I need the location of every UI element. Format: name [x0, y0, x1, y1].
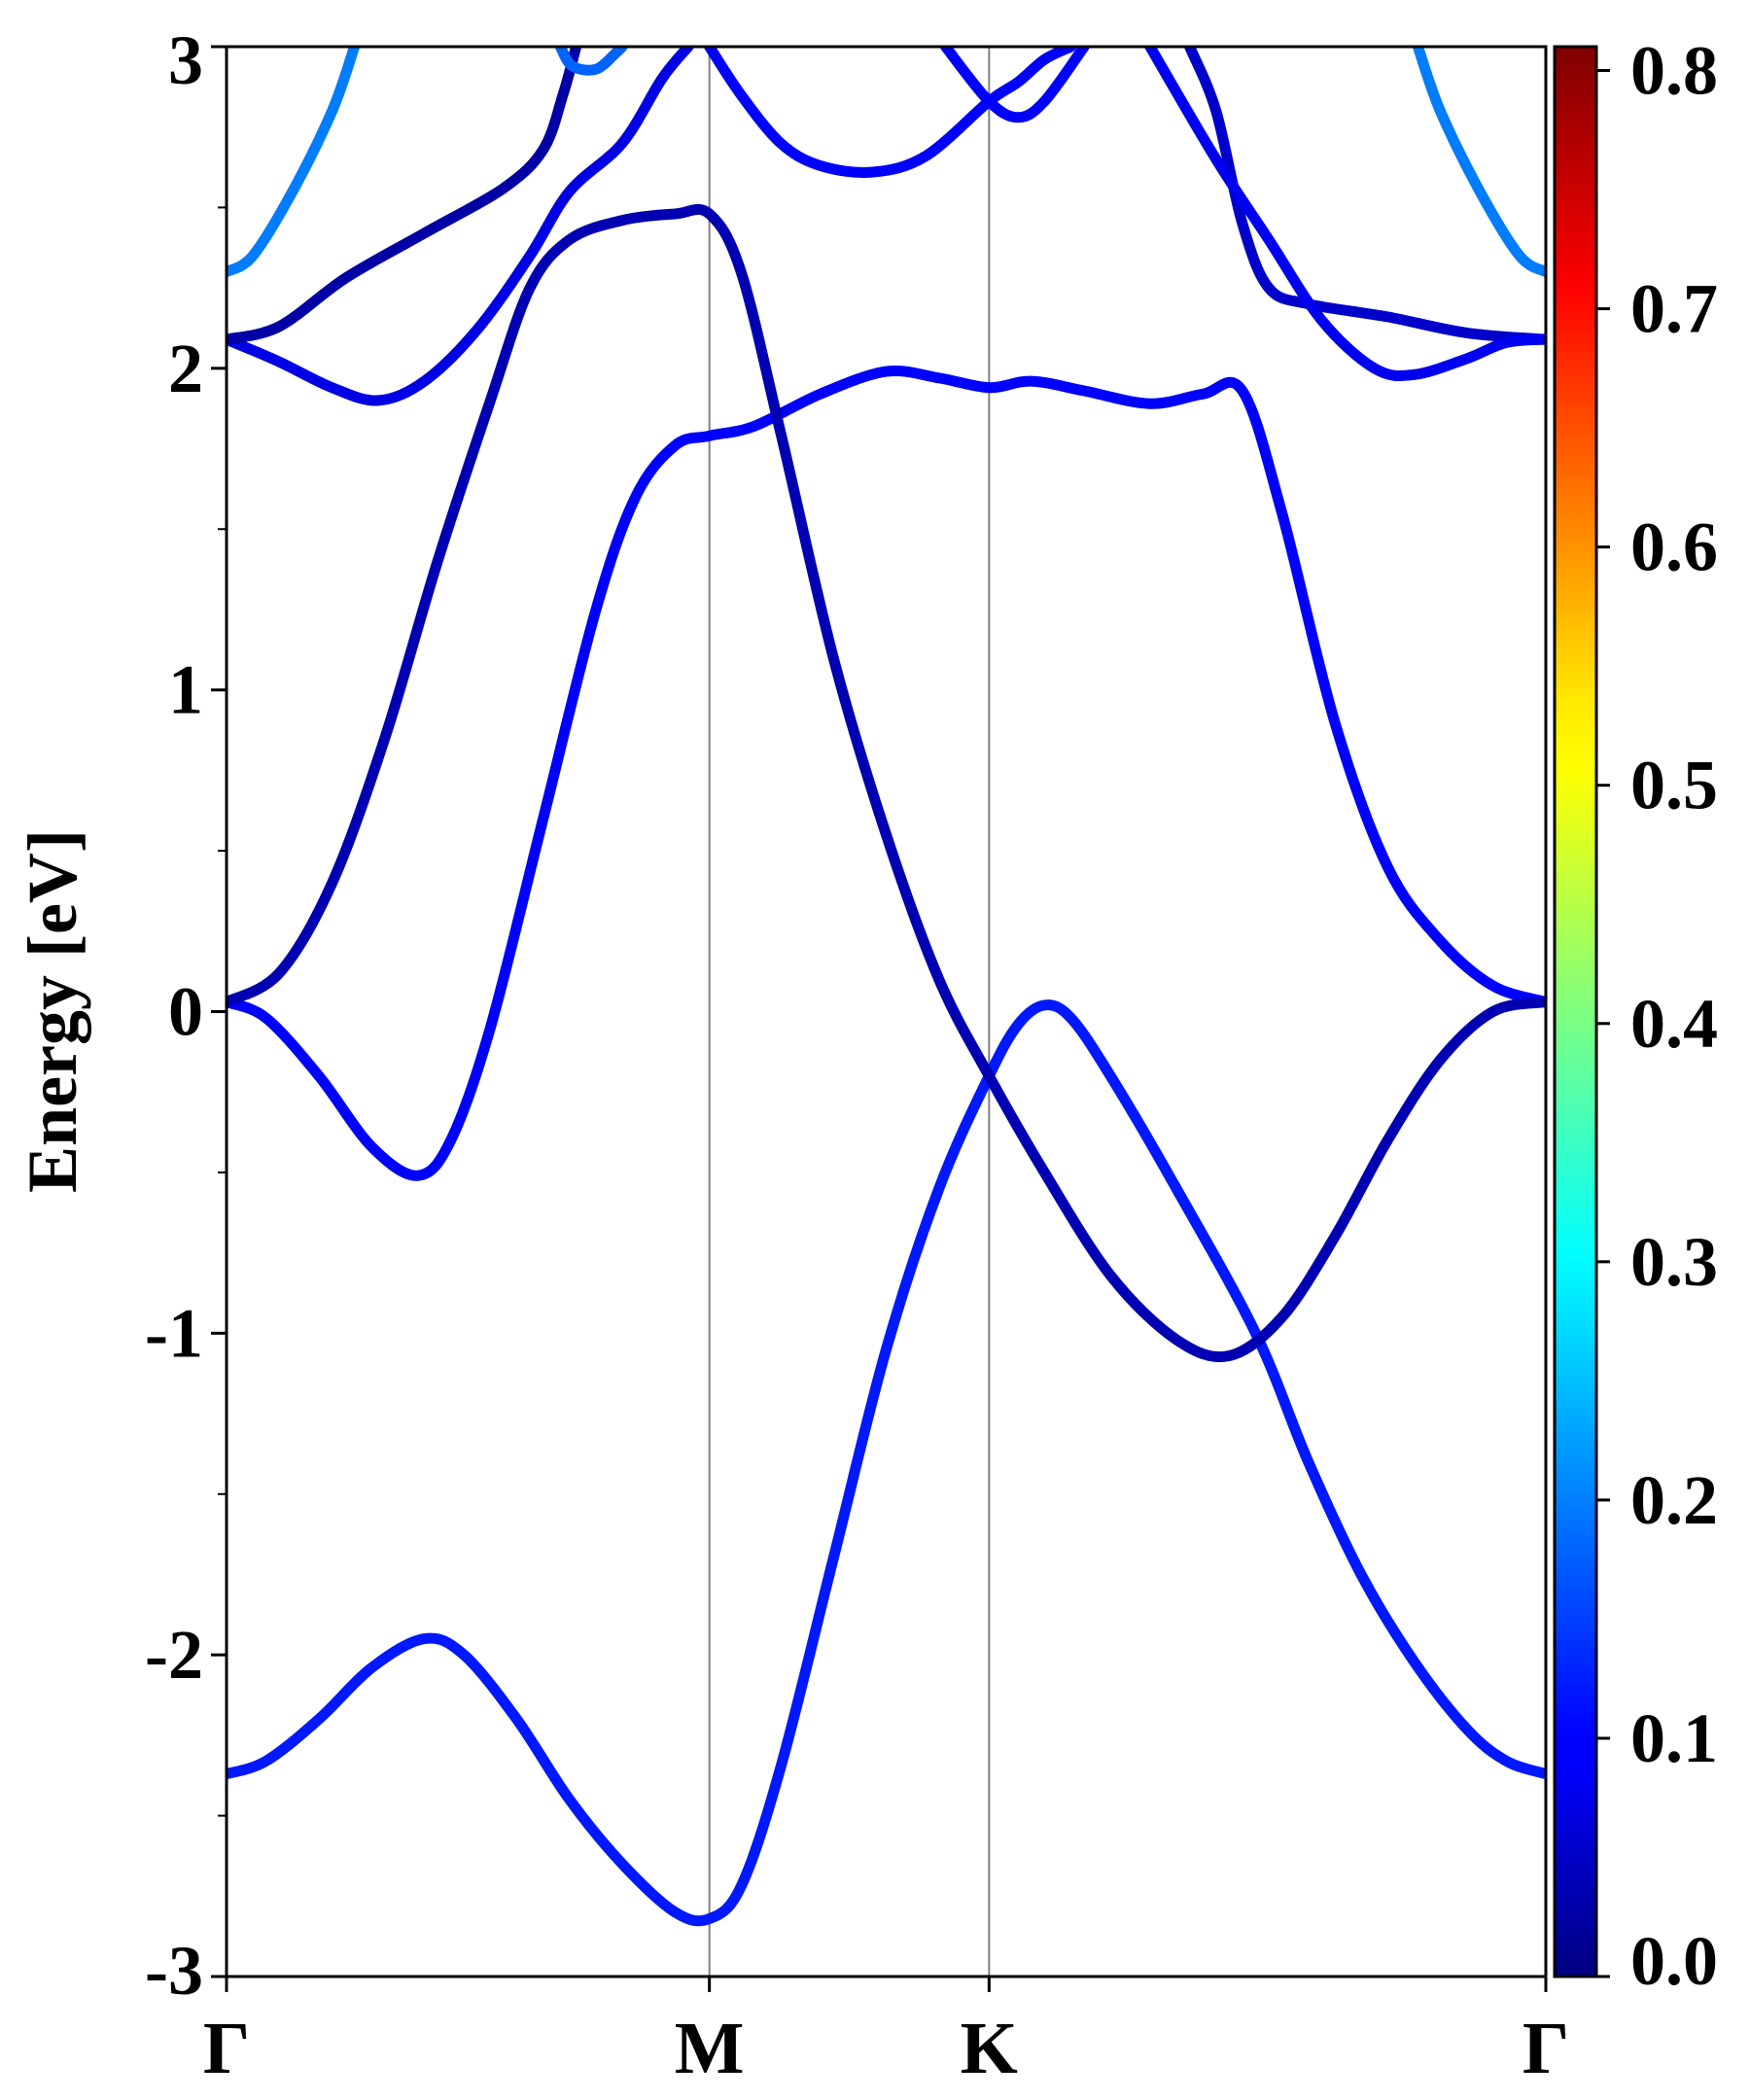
y-tick-label: -2 [145, 1616, 203, 1694]
y-axis: -3 -2 -1 0 1 2 3 [145, 21, 227, 2010]
y-axis-title: Energy [eV] [14, 829, 91, 1193]
colorbar-axis: 0.0 0.1 0.2 0.3 0.4 0.5 0.6 0.7 0.8 [1596, 32, 1718, 2000]
colorbar-tick-label: 0.4 [1630, 985, 1718, 1063]
y-tick-label: 3 [168, 21, 203, 99]
bands-layer [227, 47, 1546, 1927]
y-tick-label: -3 [145, 1932, 203, 2010]
x-tick-label: Γ [1522, 2008, 1569, 2089]
y-tick-label: 2 [168, 330, 203, 407]
colorbar-tick-label: 0.7 [1630, 270, 1718, 348]
colorbar-tick-label: 0.3 [1630, 1223, 1718, 1301]
band-line [1184, 47, 1546, 345]
x-tick-label: K [961, 2008, 1018, 2089]
band-line [227, 999, 1546, 1927]
colorbar [1553, 45, 1598, 1978]
colorbar-tick-label: 0.2 [1630, 1461, 1718, 1539]
band-line [554, 47, 628, 76]
colorbar-tick-label: 0.5 [1630, 747, 1718, 824]
colorbar-tick-label: 0.0 [1630, 1922, 1718, 2000]
x-tick-label: M [675, 2008, 745, 2089]
band-line [1144, 47, 1546, 382]
band-line [1412, 47, 1546, 278]
colorbar-tick-label: 0.8 [1630, 32, 1718, 110]
band-line [940, 47, 1090, 123]
y-tick-label: -1 [145, 1294, 203, 1372]
band-line [227, 47, 694, 406]
band-line [227, 203, 1546, 1362]
colorbar-tick-label: 0.6 [1630, 508, 1718, 586]
band-line [704, 47, 1076, 178]
band-line [227, 365, 1546, 1181]
y-tick-label: 1 [168, 651, 203, 729]
high-symmetry-lines [708, 47, 991, 1977]
plot-frame [225, 45, 1548, 1978]
x-tick-label: Γ [203, 2008, 250, 2089]
y-tick-label: 0 [168, 973, 203, 1051]
band-line [227, 47, 582, 345]
colorbar-tick-label: 0.1 [1630, 1699, 1718, 1777]
band-line [227, 47, 361, 278]
